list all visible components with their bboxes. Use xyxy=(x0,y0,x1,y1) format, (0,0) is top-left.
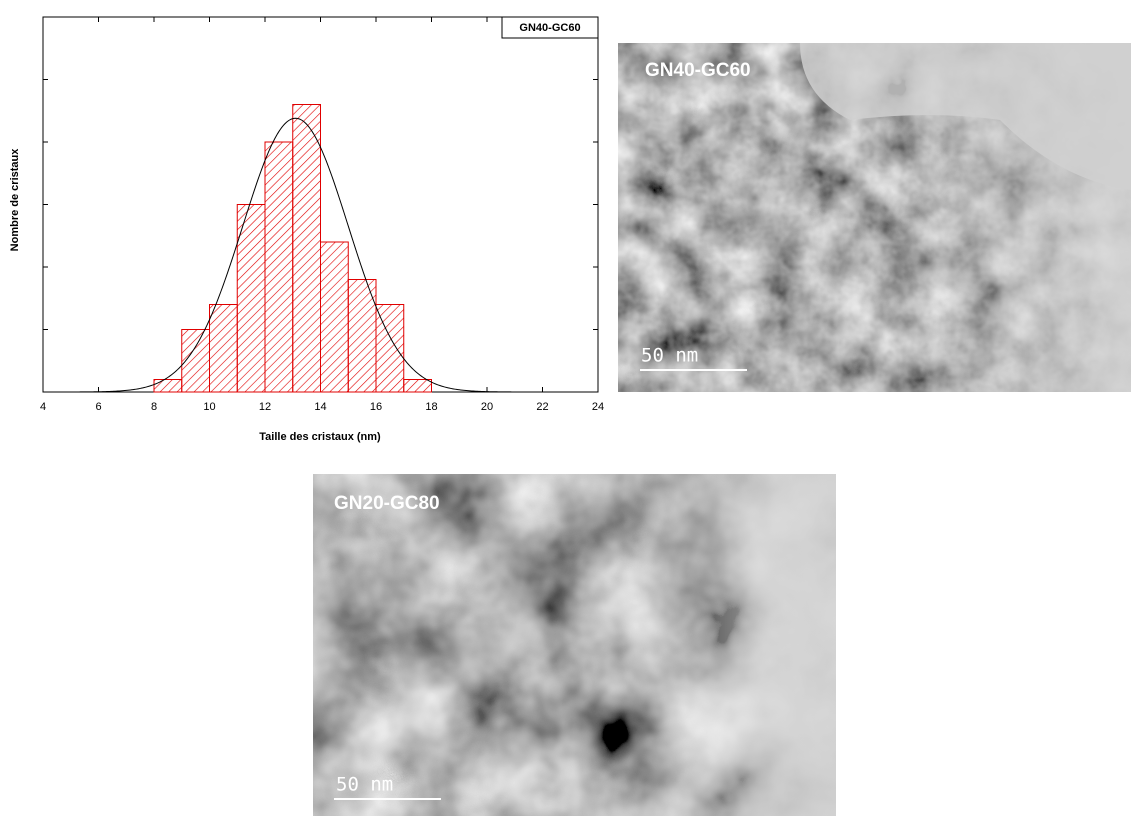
x-tick-label: 18 xyxy=(425,401,437,413)
bar xyxy=(153,379,183,393)
background-region xyxy=(313,474,836,816)
bar xyxy=(181,329,210,393)
background-region xyxy=(800,43,1131,190)
x-tick-label: 24 xyxy=(592,401,604,413)
bar xyxy=(403,379,432,393)
bar xyxy=(264,141,294,393)
image-label: GN20-GC80 xyxy=(334,493,440,514)
tem-image: GN40-GC60 50 nm xyxy=(618,43,1131,392)
bar xyxy=(375,304,405,393)
x-tick-label: 22 xyxy=(536,401,548,413)
x-tick-label: 16 xyxy=(370,401,382,413)
bar xyxy=(209,304,238,393)
tem-image: GN20-GC80 50 nm xyxy=(313,474,836,816)
x-tick-label: 6 xyxy=(95,401,101,413)
x-tick-label: 14 xyxy=(314,401,326,413)
legend-box xyxy=(501,16,599,39)
image-label: GN40-GC60 xyxy=(645,60,751,81)
x-tick-label: 8 xyxy=(151,401,157,413)
x-tick-label: 20 xyxy=(481,401,493,413)
x-tick-label: 4 xyxy=(40,401,46,413)
x-tick-label: 10 xyxy=(203,401,215,413)
bar xyxy=(320,241,349,393)
x-tick-label: 12 xyxy=(259,401,271,413)
x-axis-label: Taille des cristaux (nm) xyxy=(259,431,381,443)
bar xyxy=(292,104,321,393)
scale-bar-label: 50 nm xyxy=(641,345,698,367)
bar xyxy=(236,204,266,393)
fit-curve xyxy=(43,117,598,393)
bar xyxy=(347,279,377,393)
scale-bar-label: 50 nm xyxy=(336,774,393,796)
legend-label: GN40-GC60 xyxy=(519,22,580,34)
plot: 4 6 8 10 12 14 16 18 20 22 24 xyxy=(40,16,604,413)
y-axis-label: Nombre de cristaux xyxy=(9,148,21,252)
